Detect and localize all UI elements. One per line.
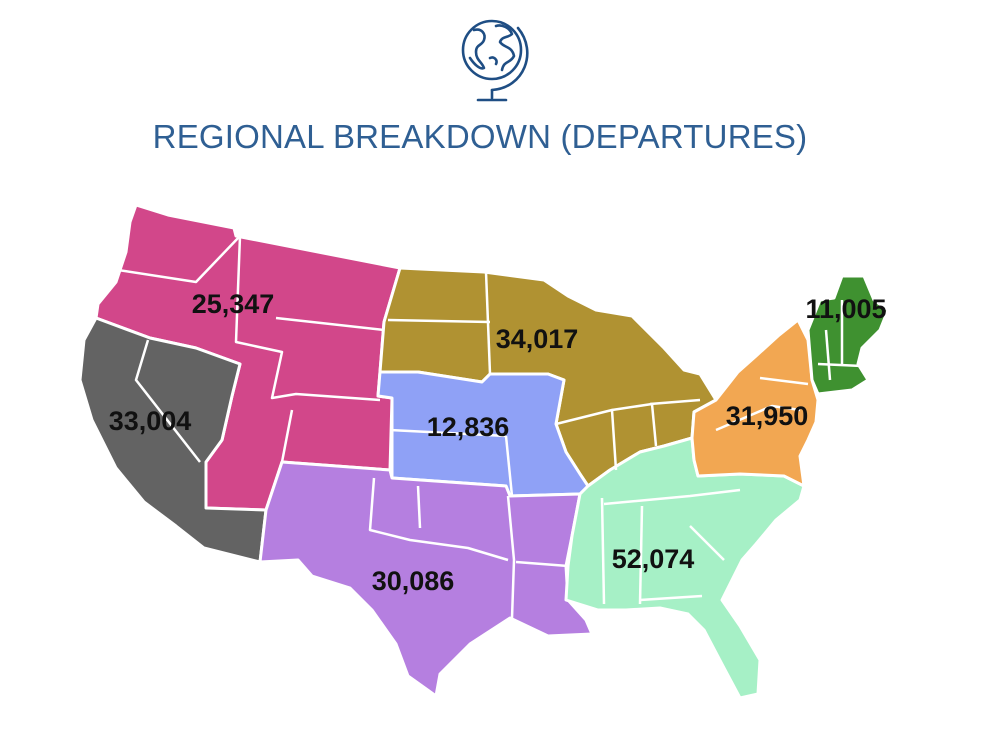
value-central: 12,836 [427,412,510,442]
globe-icon [452,10,536,106]
value-new-england: 11,005 [805,294,886,324]
value-southeast: 52,074 [612,544,695,574]
value-midwest: 34,017 [496,324,579,354]
page-title: REGIONAL BREAKDOWN (DEPARTURES) [152,118,808,155]
value-northwest: 25,347 [192,289,275,319]
region-mid-atlantic [690,318,820,488]
region-south-central [258,460,594,698]
value-west-coast: 33,004 [109,406,192,436]
value-south-central: 30,086 [372,566,455,596]
value-mid-atlantic: 31,950 [726,401,809,431]
